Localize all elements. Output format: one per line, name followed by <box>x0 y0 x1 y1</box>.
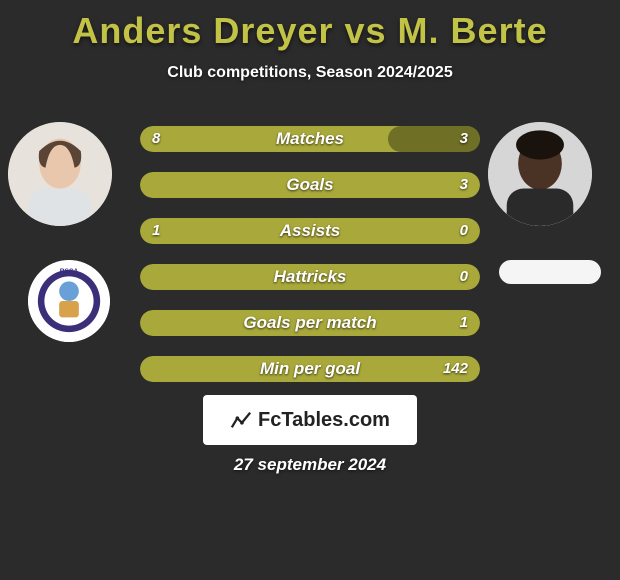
player-right-avatar <box>488 122 592 226</box>
stat-row-assists: 1 Assists 0 <box>140 218 480 244</box>
stat-right-value: 3 <box>460 126 468 152</box>
stat-label: Goals <box>140 172 480 198</box>
stat-right-value: 1 <box>460 310 468 336</box>
stat-label: Matches <box>140 126 480 152</box>
club-left-badge: RSCA <box>28 260 110 342</box>
stat-label: Goals per match <box>140 310 480 336</box>
stat-right-value: 0 <box>460 218 468 244</box>
stat-row-goals: Goals 3 <box>140 172 480 198</box>
stat-right-value: 3 <box>460 172 468 198</box>
svg-text:RSCA: RSCA <box>60 268 79 275</box>
stat-row-gpm: Goals per match 1 <box>140 310 480 336</box>
stat-right-value: 142 <box>443 356 468 382</box>
stat-row-hattricks: Hattricks 0 <box>140 264 480 290</box>
stat-label: Assists <box>140 218 480 244</box>
stat-bars: 8 Matches 3 Goals 3 1 Assists 0 Hattrick… <box>140 126 480 402</box>
stat-row-matches: 8 Matches 3 <box>140 126 480 152</box>
chart-icon <box>230 409 252 431</box>
stat-label: Min per goal <box>140 356 480 382</box>
page-title: Anders Dreyer vs M. Berte <box>0 0 620 52</box>
club-right-badge <box>499 260 601 284</box>
player-left-avatar <box>8 122 112 226</box>
stat-label: Hattricks <box>140 264 480 290</box>
page-subtitle: Club competitions, Season 2024/2025 <box>0 64 620 82</box>
footer-brand: FcTables.com <box>203 395 417 445</box>
footer-brand-text: FcTables.com <box>258 409 390 432</box>
stat-row-mpg: Min per goal 142 <box>140 356 480 382</box>
footer-date: 27 september 2024 <box>0 455 620 475</box>
stat-right-value: 0 <box>460 264 468 290</box>
